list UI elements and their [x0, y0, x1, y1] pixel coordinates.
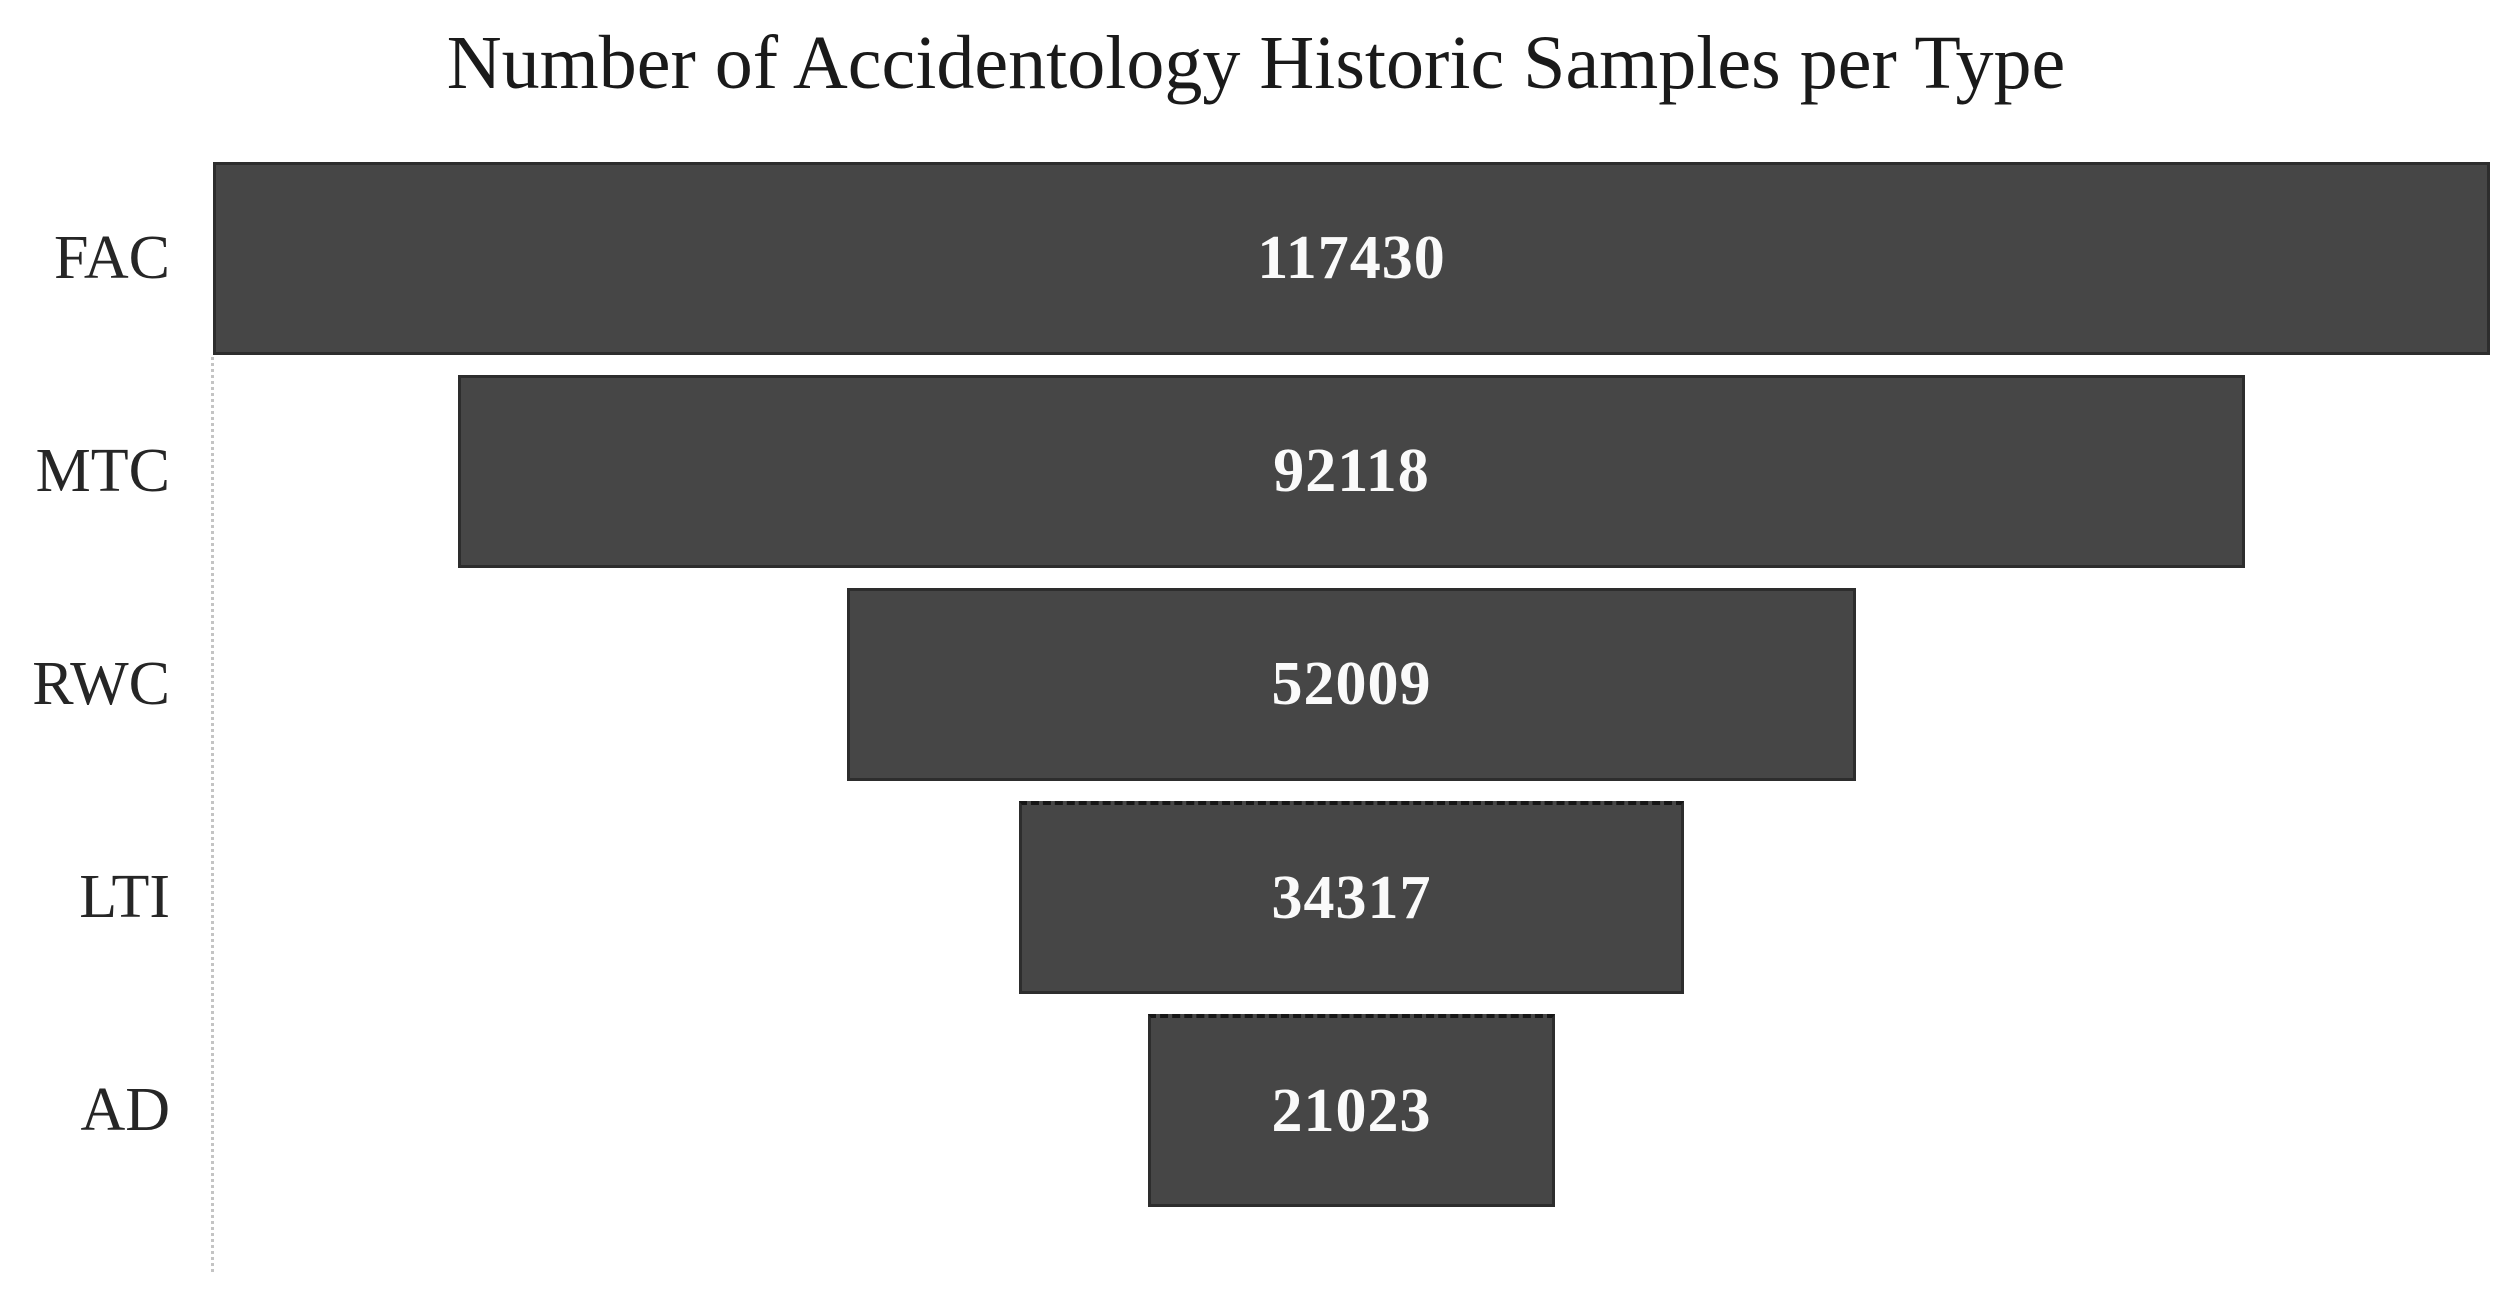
- funnel-row: MTC 92118: [0, 375, 2512, 588]
- chart-title: Number of Accidentology Historic Samples…: [446, 21, 2066, 105]
- bar-band: 52009: [213, 588, 2490, 781]
- funnel-bar-lti: 34317: [1018, 801, 1685, 994]
- funnel-row: FAC 117430: [0, 162, 2512, 375]
- funnel-bar-ad: 21023: [1147, 1014, 1556, 1207]
- funnel-row: AD 21023: [0, 1014, 2512, 1227]
- value-label: 92118: [1273, 437, 1430, 505]
- bar-band: 117430: [213, 162, 2490, 355]
- funnel-bar-fac: 117430: [213, 162, 2490, 355]
- bar-band: 34317: [213, 801, 2490, 994]
- category-label-mtc: MTC: [35, 437, 170, 505]
- funnel-bar-rwc: 52009: [847, 588, 1856, 781]
- funnel-row: RWC 52009: [0, 588, 2512, 801]
- category-label-fac: FAC: [53, 224, 170, 292]
- value-label: 34317: [1271, 863, 1432, 932]
- category-label-lti: LTI: [79, 863, 170, 931]
- value-label: 21023: [1271, 1076, 1432, 1145]
- bar-band: 92118: [213, 375, 2490, 568]
- funnel-row: LTI 34317: [0, 801, 2512, 1014]
- value-label: 117430: [1257, 224, 1446, 292]
- plot-area: FAC 117430 MTC 92118 RWC 52009 LTI 34317 AD 21023: [0, 162, 2512, 1227]
- bar-band: 21023: [213, 1014, 2490, 1207]
- category-label-ad: AD: [80, 1076, 170, 1144]
- y-axis-dotted-line: [211, 357, 214, 1272]
- funnel-bar-mtc: 92118: [458, 375, 2245, 568]
- value-label: 52009: [1271, 650, 1432, 718]
- category-label-rwc: RWC: [32, 650, 170, 718]
